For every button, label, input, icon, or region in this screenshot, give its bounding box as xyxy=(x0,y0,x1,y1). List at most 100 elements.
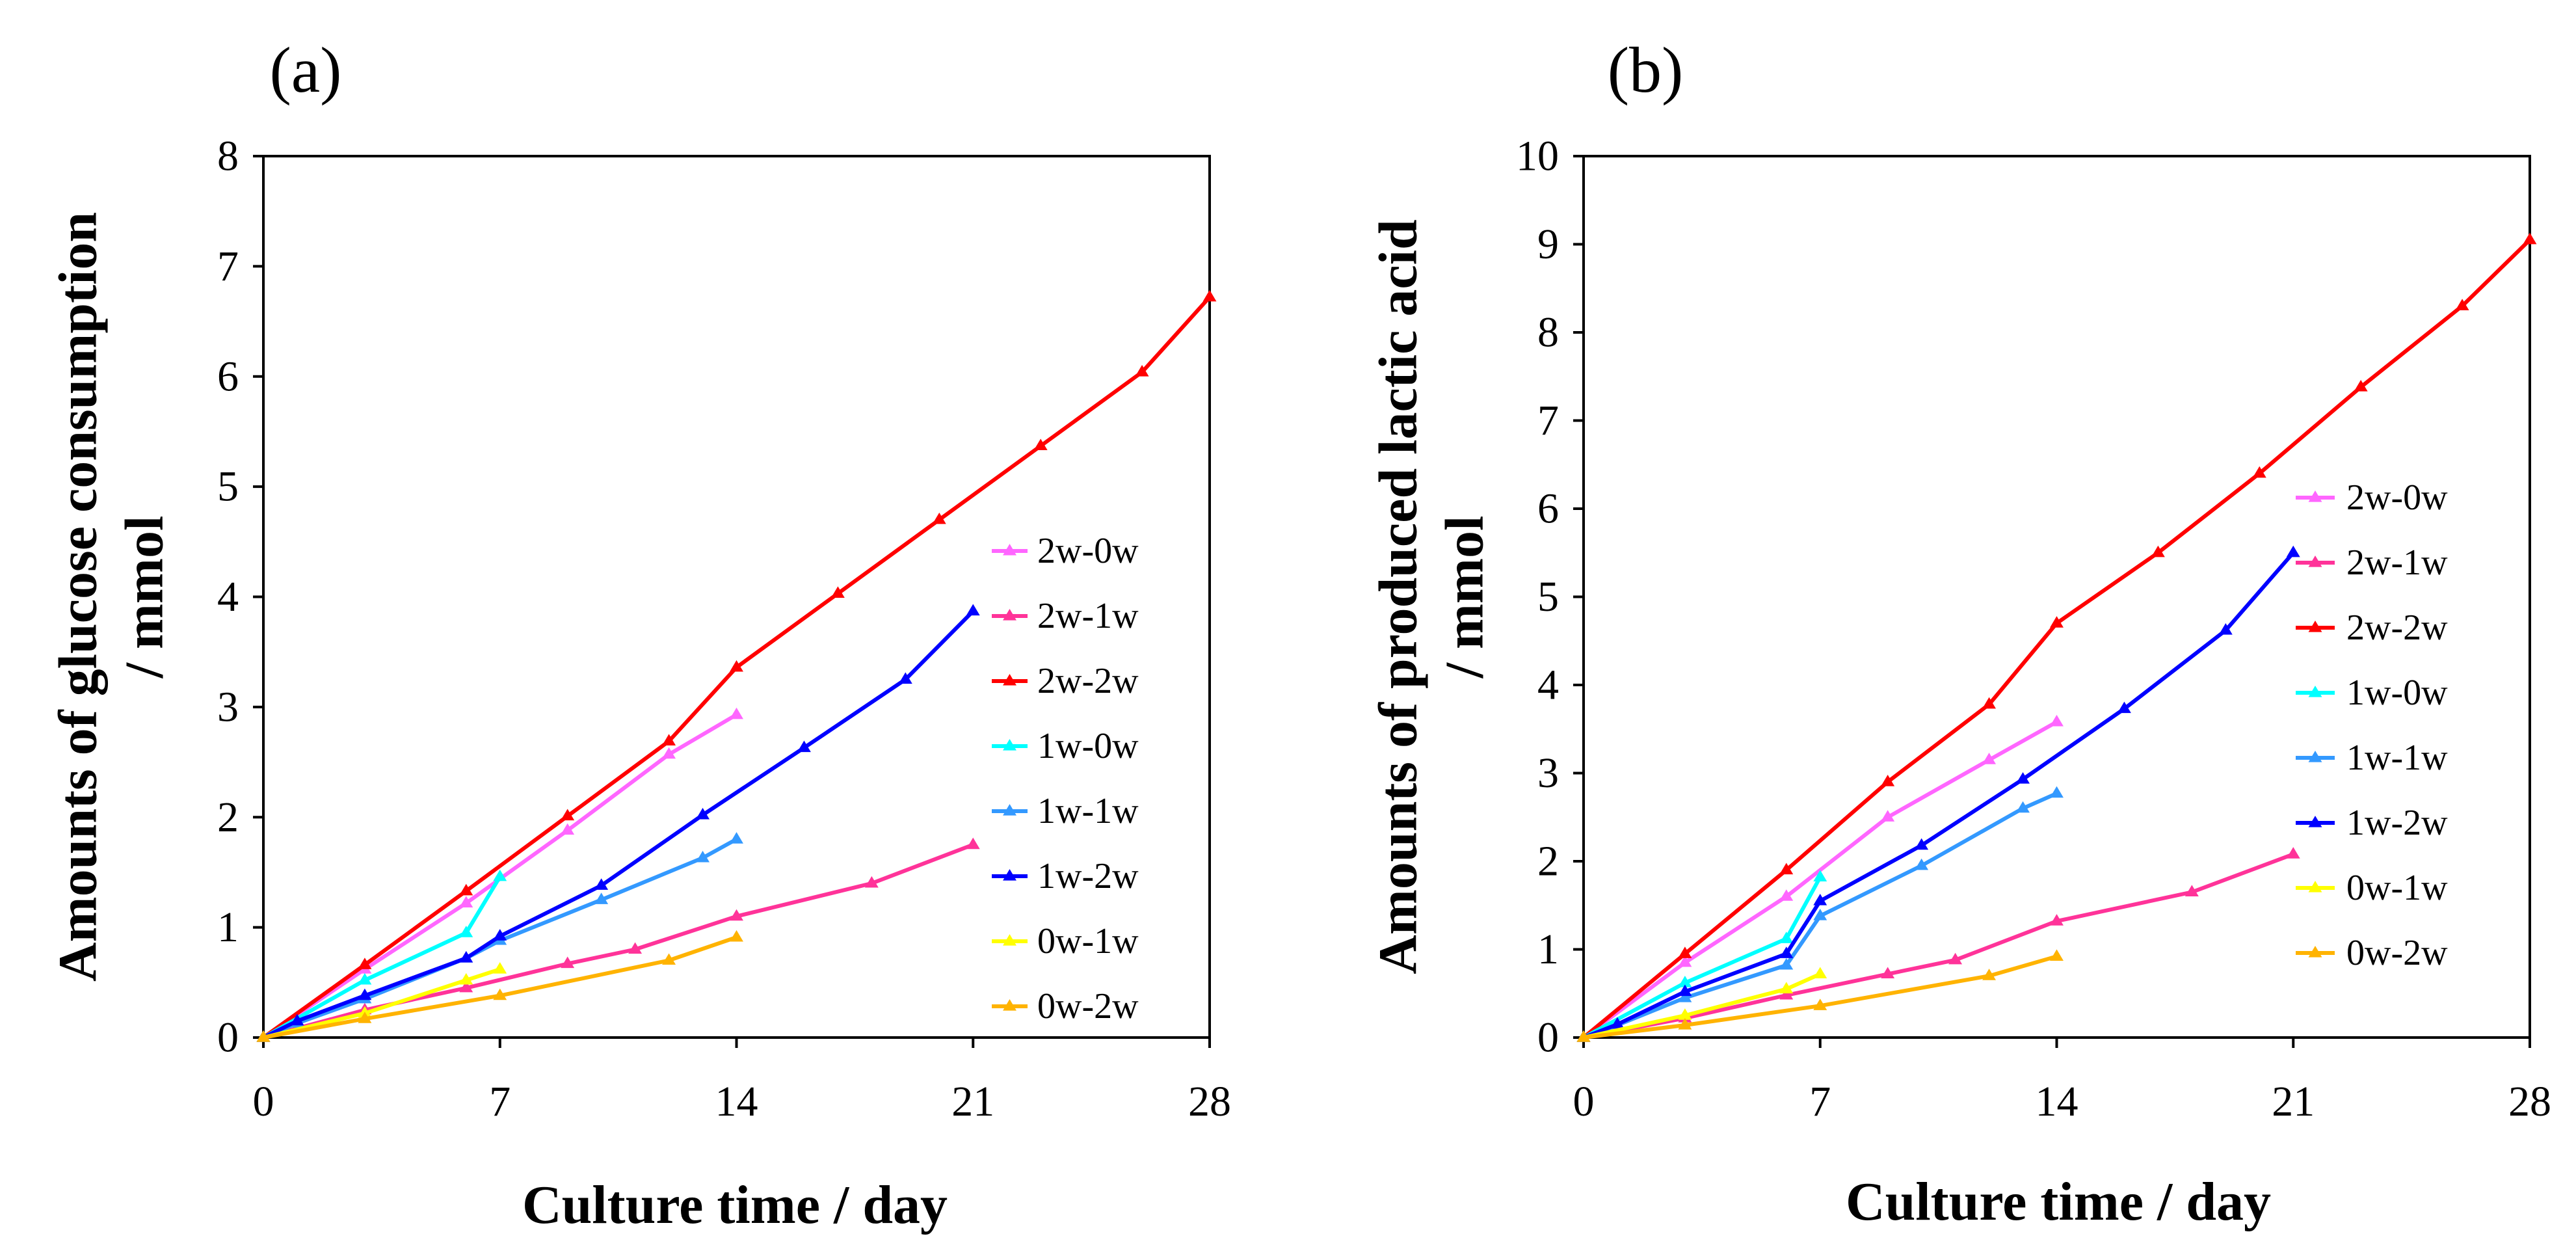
y-tick-label: 7 xyxy=(1537,397,1559,444)
chart-panel-a: (a) 0 1 2 3 4 5 6 7 8 0 7 14 21 28 Amounts of glucose c… xyxy=(48,34,1232,1235)
data-point xyxy=(1678,991,1692,1002)
y-tick-label: 3 xyxy=(1537,749,1559,797)
x-tick-label: 7 xyxy=(1809,1078,1831,1125)
y-tick-label: 1 xyxy=(1537,926,1559,973)
y-tick-label: 3 xyxy=(217,683,239,731)
data-point xyxy=(1678,955,1692,967)
data-point xyxy=(1678,1018,1692,1030)
data-point xyxy=(2050,714,2064,727)
legend-swatch-marker xyxy=(1003,999,1016,1011)
y-tick-label: 4 xyxy=(1537,662,1559,709)
data-point xyxy=(459,926,473,937)
legend-swatch-marker xyxy=(2308,686,2322,697)
legend-item: 1w-2w xyxy=(992,856,1139,896)
data-point xyxy=(561,809,575,821)
legend-item: 2w-2w xyxy=(992,661,1139,701)
data-point xyxy=(1576,1030,1591,1042)
data-point xyxy=(1135,364,1149,377)
legend-item: 1w-0w xyxy=(992,726,1139,766)
data-point xyxy=(594,878,609,890)
legend-swatch-marker xyxy=(1003,674,1016,686)
x-tick-label: 14 xyxy=(2036,1078,2078,1125)
x-axis-title: Culture time / day xyxy=(522,1175,948,1235)
data-point xyxy=(493,961,507,974)
y-axis-title: Amounts of glucose consumption xyxy=(48,212,109,982)
data-point xyxy=(932,512,946,524)
legend-item: 0w-1w xyxy=(2296,868,2448,908)
legend-label: 1w-0w xyxy=(1037,726,1139,766)
series-line xyxy=(1582,720,2058,1039)
data-point xyxy=(1779,958,1794,970)
legend-swatch-marker xyxy=(1003,934,1016,946)
legend-label: 2w-1w xyxy=(2346,543,2448,583)
data-point xyxy=(256,1030,271,1042)
x-tick-label: 28 xyxy=(1188,1078,1231,1125)
y-tick-label: 1 xyxy=(217,904,239,951)
legend-item: 2w-0w xyxy=(992,531,1139,571)
data-point xyxy=(2016,801,2030,813)
data-point xyxy=(1813,893,1827,905)
y-tick-label: 2 xyxy=(1537,838,1559,885)
series-1w-2w xyxy=(1576,545,2300,1042)
data-point xyxy=(493,929,507,941)
y-tick-label: 6 xyxy=(1537,485,1559,533)
series-line xyxy=(263,967,501,1039)
x-tick-label: 14 xyxy=(715,1078,758,1125)
data-point xyxy=(1678,946,1692,958)
data-point xyxy=(730,930,743,942)
legend-item: 1w-1w xyxy=(992,791,1139,831)
panel-label: (a) xyxy=(270,34,342,106)
data-point xyxy=(2286,847,2300,859)
x-tick-label: 21 xyxy=(2272,1078,2315,1125)
data-point xyxy=(358,1012,372,1023)
y-tick-label: 8 xyxy=(1537,309,1559,356)
data-point xyxy=(1915,838,1929,850)
data-point xyxy=(561,956,575,969)
data-point xyxy=(290,1013,304,1026)
legend-item: 1w-0w xyxy=(2296,673,2448,713)
legend-swatch-marker xyxy=(2308,621,2322,632)
data-point xyxy=(797,740,811,753)
data-point xyxy=(2050,949,2064,961)
legend-label: 1w-2w xyxy=(2346,803,2448,843)
data-point xyxy=(459,883,473,896)
legend-item: 2w-1w xyxy=(2296,543,2448,583)
data-point xyxy=(2050,786,2064,798)
data-point xyxy=(1033,438,1048,451)
data-point xyxy=(1881,810,1895,822)
legend-item: 1w-2w xyxy=(2296,803,2448,843)
y-tick-label: 6 xyxy=(217,353,239,400)
data-point xyxy=(1813,999,1827,1010)
panel-label: (b) xyxy=(1608,34,1684,106)
y-axis-title: Amounts of produced lactic acid xyxy=(1368,219,1429,974)
data-point xyxy=(594,892,609,904)
legend-label: 2w-2w xyxy=(1037,661,1139,701)
series-0w-2w xyxy=(1576,949,2064,1042)
y-tick-label: 5 xyxy=(217,463,239,511)
legend-item: 0w-2w xyxy=(992,986,1139,1026)
x-tick-label: 28 xyxy=(2508,1078,2551,1125)
data-point xyxy=(459,951,473,963)
legend: 2w-0w 2w-1w 2w-2w 1w-0w 1w-1w 1w-2w 0w-1w 0w-2w xyxy=(2296,477,2448,973)
data-point xyxy=(1982,969,1997,980)
legend-swatch-marker xyxy=(1003,804,1016,816)
data-point xyxy=(730,909,743,921)
legend-item: 0w-2w xyxy=(2296,933,2448,973)
legend-label: 2w-0w xyxy=(2346,477,2448,518)
data-point xyxy=(2354,380,2368,392)
data-point xyxy=(662,747,676,759)
series-1w-2w xyxy=(256,604,980,1042)
data-point xyxy=(730,832,743,844)
data-point xyxy=(1678,984,1692,997)
y-axis-unit: / mmol xyxy=(1435,516,1495,679)
data-point xyxy=(1779,889,1794,901)
legend-label: 1w-0w xyxy=(2346,673,2448,713)
data-point xyxy=(2455,299,2469,310)
data-point xyxy=(493,869,507,881)
data-point xyxy=(1881,775,1895,786)
data-point xyxy=(2523,232,2537,245)
data-point xyxy=(1813,870,1827,881)
data-point xyxy=(1779,946,1794,958)
legend-item: 0w-1w xyxy=(992,921,1139,961)
